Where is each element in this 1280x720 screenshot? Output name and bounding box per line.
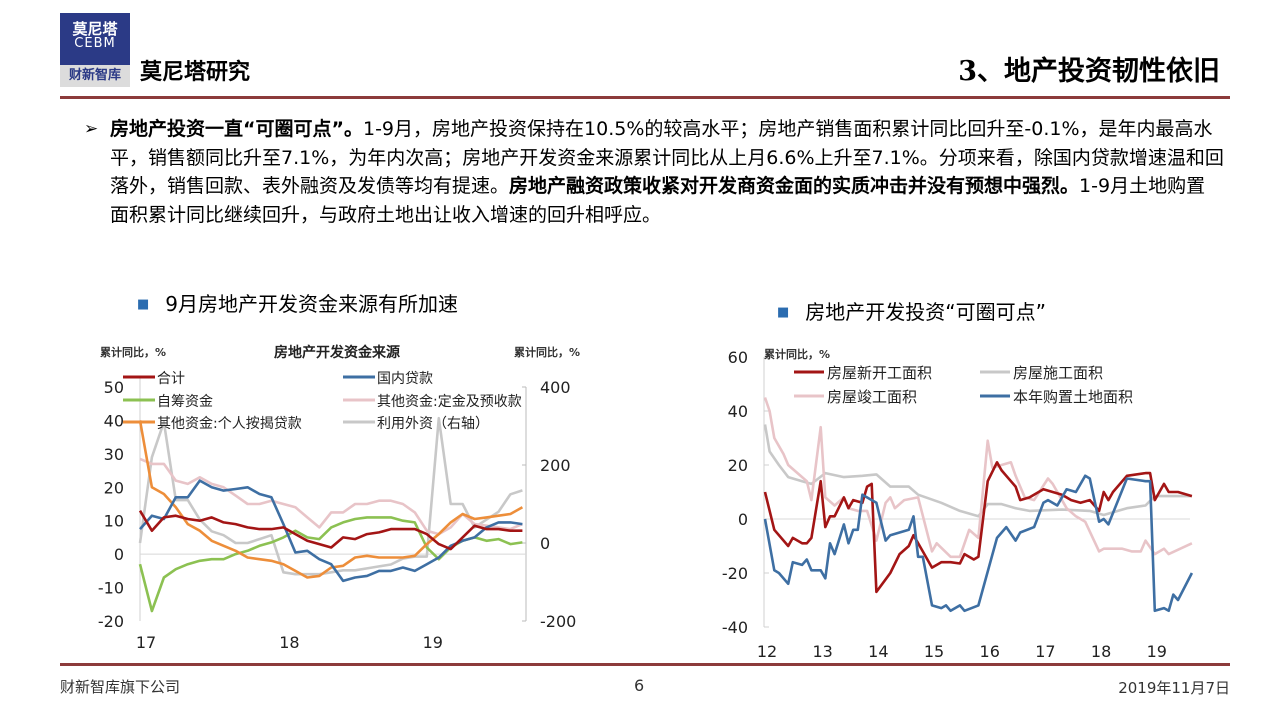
header-divider <box>60 96 1230 99</box>
series-line-0 <box>138 510 523 551</box>
y2-tick-label: -200 <box>540 612 576 631</box>
footer-date: 2019年11月7日 <box>1118 679 1230 697</box>
chart-title: 房地产开发资金来源 <box>274 344 400 361</box>
series-line-1 <box>763 424 1192 518</box>
series-line-3 <box>763 474 1194 613</box>
x-tick-label: 19 <box>1147 642 1167 661</box>
logo-en: CEBM <box>74 36 116 51</box>
square-bullet-icon: ■ <box>777 305 790 320</box>
left-heading-text: 9月房地产开发资金来源有所加速 <box>165 292 459 316</box>
y-tick-label: 0 <box>738 510 748 529</box>
y-axis-label: 累计同比，% <box>100 345 166 359</box>
legend-label: 其他资金:定金及预收款 <box>377 394 522 410</box>
y-tick-label: 30 <box>104 445 124 464</box>
x-tick-label: 14 <box>868 642 888 661</box>
right-heading-text: 房地产开发投资“可圈可点” <box>805 300 1047 324</box>
x-tick-label: 18 <box>1091 642 1111 661</box>
x-tick-label: 12 <box>757 642 777 661</box>
series-line-5 <box>138 416 523 576</box>
summary-paragraph: ➢ 房地产投资一直“可圈可点”。1-9月，房地产投资保持在10.5%的较高水平；… <box>84 115 1224 229</box>
y-tick-label: 10 <box>104 512 124 531</box>
y2-tick-label: 200 <box>540 456 571 475</box>
x-tick-label: 15 <box>924 642 944 661</box>
y2-tick-label: 0 <box>540 534 550 553</box>
y2-axis-label: 累计同比，% <box>514 345 580 359</box>
footer-company: 财新智库旗下公司 <box>60 678 181 696</box>
x-tick-label: 19 <box>423 633 443 652</box>
logo-sub: 财新智库 <box>60 65 130 87</box>
x-tick-label: 16 <box>980 642 1000 661</box>
legend-label: 合计 <box>157 371 185 387</box>
text-segment: 1-9月土地购置面积累计同比继续回升，与政府土地出让收入增速的回升相呼应。 <box>110 175 1206 226</box>
legend-label: 房屋新开工面积 <box>827 364 932 382</box>
bold-text-segment: 房地产融资政策收紧对开发商资金面的实质冲击并没有预想中强烈。 <box>509 175 1080 197</box>
y-tick-label: 0 <box>114 545 124 564</box>
legend-label: 本年购置土地面积 <box>1013 388 1133 406</box>
series-line-4 <box>138 420 524 579</box>
slide-title: 3、地产投资韧性依旧 <box>958 56 1220 87</box>
y-tick-label: -20 <box>98 612 124 631</box>
y-tick-label: 40 <box>728 402 748 421</box>
right-section-heading: ■ 房地产开发投资“可圈可点” <box>777 296 1046 325</box>
legend-label: 自筹资金 <box>157 393 213 410</box>
y-tick-label: 50 <box>104 378 124 397</box>
square-bullet-icon: ■ <box>137 297 150 312</box>
legend-label: 房屋竣工面积 <box>827 388 917 406</box>
x-tick-label: 18 <box>279 633 299 652</box>
legend-label: 其他资金:个人按揭贷款 <box>157 416 302 432</box>
y-tick-label: 20 <box>104 478 124 497</box>
paragraph-body: 房地产投资一直“可圈可点”。1-9月，房地产投资保持在10.5%的较高水平；房地… <box>110 115 1224 229</box>
y-tick-label: 60 <box>728 348 748 367</box>
x-tick-label: 17 <box>136 633 156 652</box>
series-line-3 <box>139 457 523 536</box>
y-axis-label: 累计同比，% <box>764 347 830 361</box>
logo-cn: 莫尼塔 <box>72 20 118 38</box>
bullet-arrow-icon: ➢ <box>84 119 99 139</box>
legend-label: 利用外资（右轴） <box>377 416 489 432</box>
left-section-heading: ■ 9月房地产开发资金来源有所加速 <box>137 288 458 317</box>
y-tick-label: -20 <box>722 564 748 583</box>
footer-divider <box>60 663 1230 666</box>
y-tick-label: -10 <box>98 579 124 598</box>
text-segment: 1-9月，房地产投资保持在10.5%的较高水平；房地产销售面积累计同比回升至-0… <box>110 118 1224 197</box>
page-number: 6 <box>634 676 645 695</box>
cebm-logo: 莫尼塔 CEBM 财新智库 <box>60 13 130 87</box>
series-line-2 <box>763 397 1193 559</box>
x-tick-label: 17 <box>1035 642 1055 661</box>
y-tick-label: 40 <box>104 411 124 430</box>
brand-name: 莫尼塔研究 <box>140 59 251 85</box>
bold-text-segment: 房地产投资一直“可圈可点”。 <box>110 118 363 140</box>
y-tick-label: 20 <box>728 456 748 475</box>
legend-label: 房屋施工面积 <box>1013 364 1103 382</box>
series-line-0 <box>763 460 1193 594</box>
y-tick-label: -40 <box>722 618 748 637</box>
x-tick-label: 13 <box>813 642 833 661</box>
legend-label: 国内贷款 <box>377 371 433 387</box>
y2-tick-label: 400 <box>540 378 571 397</box>
